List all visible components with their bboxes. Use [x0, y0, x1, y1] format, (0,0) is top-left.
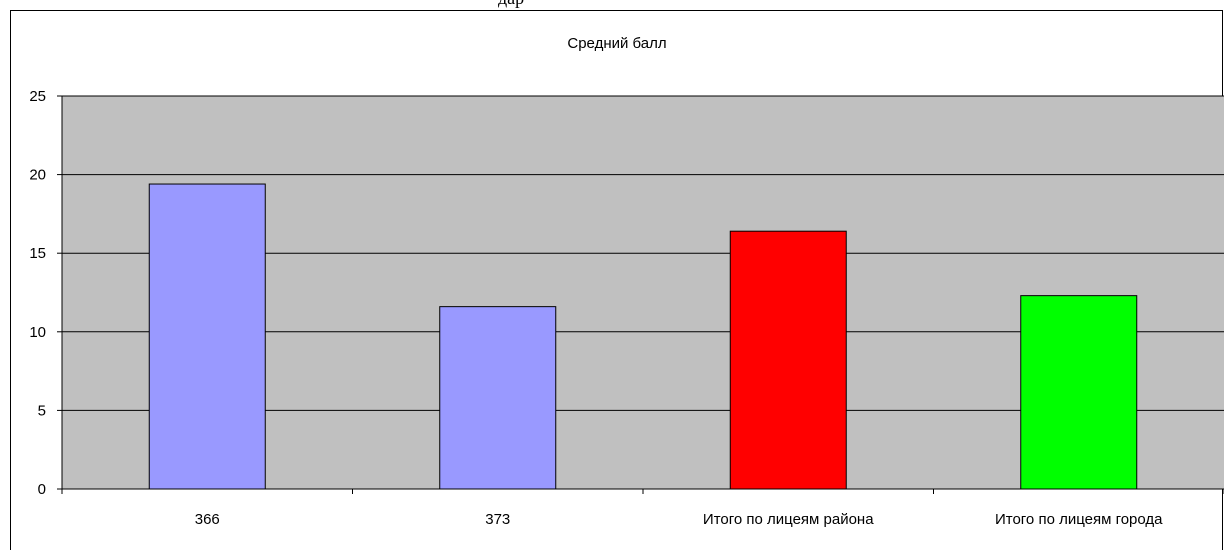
y-tick-label: 20 — [29, 167, 46, 184]
y-tick-label: 0 — [38, 481, 46, 498]
bar-1 — [148, 183, 266, 490]
x-tick-label: Итого по лицеям города — [995, 511, 1163, 528]
bar-2 — [439, 306, 557, 490]
x-tick-label: 366 — [195, 511, 220, 528]
y-tick-label: 15 — [29, 245, 46, 262]
bar-chart: Средний балл 0 5 10 15 20 25 366 373 Итого по ли… — [29, 35, 1224, 528]
bar-4 — [1020, 295, 1138, 490]
y-tick-label: 10 — [29, 324, 46, 341]
x-tick-label: 373 — [485, 511, 510, 528]
page-text-fragment: дар — [0, 0, 1224, 10]
y-tick-label: 25 — [29, 88, 46, 105]
x-tick-label: Итого по лицеям района — [703, 511, 874, 528]
y-tick-label: 5 — [38, 402, 46, 419]
bar-3 — [729, 230, 847, 490]
page-text-fragment-label: дар — [498, 0, 524, 9]
chart-title: Средний балл — [567, 35, 666, 52]
